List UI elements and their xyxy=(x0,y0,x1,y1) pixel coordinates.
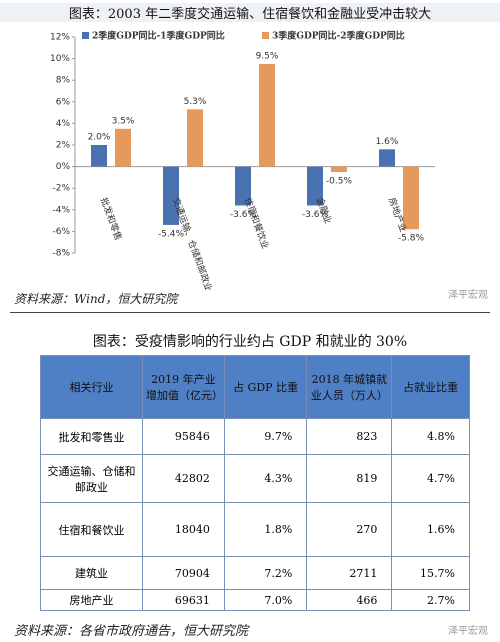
y-tick-label: -4% xyxy=(52,205,70,215)
table: 相关行业 2019 年产业增加值（亿元）占 GDP 比重 2018 年城镇就业人员（… xyxy=(40,355,470,611)
table-cell: 房地产业 xyxy=(40,589,143,611)
bar xyxy=(379,149,395,167)
table-cell: 270 xyxy=(306,502,393,557)
watermark: 泽平宏观 xyxy=(448,290,488,301)
table-cell: 住宿和餐饮业 xyxy=(40,502,143,557)
table-row: 批发和零售业 95846 9.7% 823 4.8% xyxy=(40,418,470,455)
table-cell: 18040 xyxy=(141,502,225,557)
table-cell: 7.0% xyxy=(223,589,308,611)
table-title: 图表：受疫情影响的行业约占 GDP 和就业的 30% xyxy=(92,334,408,350)
chart-source: 资料来源：Wind，恒大研究院 xyxy=(14,292,178,306)
table-cell: 1.8% xyxy=(223,502,308,557)
table-cell: 70904 xyxy=(141,556,225,590)
x-tick-label: 交通运输、仓储和邮政业 xyxy=(170,196,215,290)
bar xyxy=(235,166,251,206)
bar xyxy=(115,128,131,167)
table-cell: 7.2% xyxy=(223,556,308,590)
x-tick-label: 住宿和餐饮业 xyxy=(242,196,272,251)
value-label: 2.0% xyxy=(88,133,111,143)
table-cell: 69631 xyxy=(141,589,225,611)
y-tick-label: 4% xyxy=(56,119,71,129)
legend-label: 3季度GDP同比-2季度GDP同比 xyxy=(272,30,405,42)
divider xyxy=(10,312,490,313)
legend-swatch xyxy=(262,32,269,39)
value-label: -3.6% xyxy=(230,210,257,220)
y-tick-label: 8% xyxy=(56,76,71,86)
bar xyxy=(91,145,107,167)
header-cell: 2019 年产业增加值（亿元） xyxy=(141,355,225,419)
table-cell: 819 xyxy=(306,454,393,503)
table-cell: 2.7% xyxy=(391,589,470,611)
bar xyxy=(331,166,347,172)
table-cell: 4.3% xyxy=(223,454,308,503)
header-cell: 相关行业 xyxy=(40,355,143,419)
table-cell: 95846 xyxy=(141,418,225,455)
table-row: 建筑业 70904 7.2% 2711 15.7% xyxy=(40,556,470,590)
value-label: 3.5% xyxy=(112,116,135,126)
value-label: -3.6% xyxy=(302,210,329,220)
y-tick-label: 12% xyxy=(50,33,70,43)
table-cell: 建筑业 xyxy=(40,556,143,590)
chart: 12% 10% 8% 6% 4% 2% 0% -2% -4% -6% -8% 2季度GDP同比-1季度… xyxy=(50,30,435,290)
header-cell: 占就业比重 xyxy=(391,355,470,419)
value-label: -5.4% xyxy=(158,229,185,239)
header-cell: 占 GDP 比重 xyxy=(223,355,308,419)
y-tick-label: -2% xyxy=(52,184,70,194)
bar xyxy=(259,64,275,167)
table-cell: 466 xyxy=(306,589,393,611)
bar xyxy=(307,166,323,206)
x-tick-label: 批发和零售 xyxy=(98,196,125,242)
header-cell: 2018 年城镇就业人员（万人） xyxy=(306,355,393,419)
table-cell: 9.7% xyxy=(223,418,308,455)
y-tick-label: -8% xyxy=(52,249,70,259)
chart-title: 图表：2003 年二季度交通运输、住宿餐饮和金融业受冲击较大 xyxy=(0,3,500,22)
bar xyxy=(403,166,419,230)
table-row: 交通运输、仓储和邮政业 42802 4.3% 819 4.7% xyxy=(40,454,470,503)
value-label: 9.5% xyxy=(256,52,279,62)
table-cell: 4.8% xyxy=(391,418,470,455)
table-cell: 4.7% xyxy=(391,454,470,503)
bar xyxy=(163,166,179,225)
y-tick-label: 2% xyxy=(56,141,71,151)
bar xyxy=(187,109,203,167)
y-tick-label: 10% xyxy=(50,54,70,64)
value-label: 5.3% xyxy=(184,97,207,107)
y-tick-label: 6% xyxy=(56,97,71,107)
table-cell: 823 xyxy=(306,418,393,455)
y-tick-label: -6% xyxy=(52,227,70,237)
value-label: -5.8% xyxy=(398,234,425,244)
table-cell: 42802 xyxy=(141,454,225,503)
table-cell: 交通运输、仓储和邮政业 xyxy=(40,454,143,503)
value-label: 1.6% xyxy=(376,137,399,147)
watermark: 泽平宏观 xyxy=(448,626,488,637)
y-tick-label: 0% xyxy=(56,162,71,172)
value-label: -0.5% xyxy=(326,177,353,187)
table-cell: 批发和零售业 xyxy=(40,418,143,455)
table-row: 房地产业 69631 7.0% 466 2.7% xyxy=(40,589,470,611)
table-cell: 15.7% xyxy=(391,556,470,590)
table-cell: 2711 xyxy=(306,556,393,590)
legend-swatch xyxy=(82,32,89,39)
table-source: 资料来源：各省市政府通告，恒大研究院 xyxy=(14,624,249,639)
table-row: 住宿和餐饮业 18040 1.8% 270 1.6% xyxy=(40,502,470,557)
table-cell: 1.6% xyxy=(391,502,470,557)
legend-label: 2季度GDP同比-1季度GDP同比 xyxy=(92,30,225,42)
